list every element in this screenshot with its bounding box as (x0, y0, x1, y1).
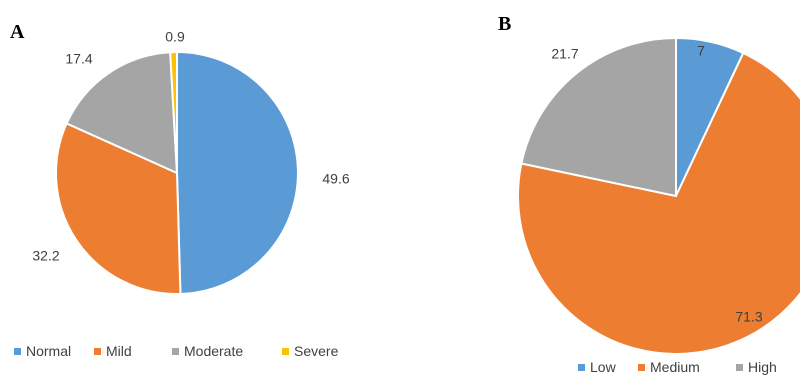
legend-swatch-a-normal (14, 348, 21, 355)
legend-label-b-high: High (748, 359, 777, 375)
panel-b-letter: B (498, 13, 511, 35)
pie-slice-b-medium (517, 51, 800, 356)
panel-b: B 7 71.3 21.7 Low Medium High (498, 13, 800, 375)
panel-a-letter: A (10, 21, 25, 43)
legend-swatch-b-low (578, 364, 585, 371)
data-label-b-low: 7 (697, 43, 705, 59)
legend-swatch-a-severe (282, 348, 289, 355)
legend-label-a-moderate: Moderate (184, 343, 243, 359)
data-label-b-high: 21.7 (551, 46, 578, 62)
data-label-b-medium: 71.3 (735, 309, 762, 325)
legend-label-a-mild: Mild (106, 343, 132, 359)
pie-slice-b-high (520, 36, 677, 198)
pie-slice-a-moderate (65, 51, 179, 175)
legend-label-b-low: Low (590, 359, 617, 375)
legend-swatch-a-moderate (172, 348, 179, 355)
legend-b: Low Medium High (578, 359, 777, 375)
data-label-a-moderate: 17.4 (65, 51, 92, 67)
pie-slice-a-severe (169, 50, 178, 174)
data-label-a-mild: 32.2 (32, 248, 59, 264)
panel-a: A 49.6 32.2 17.4 0.9 Normal Mild Moderate Seve… (10, 21, 350, 359)
legend-label-a-severe: Severe (294, 343, 339, 359)
legend-swatch-b-high (736, 364, 743, 371)
data-label-a-normal: 49.6 (322, 171, 349, 187)
legend-a: Normal Mild Moderate Severe (14, 343, 339, 359)
legend-swatch-b-medium (638, 364, 645, 371)
legend-label-b-medium: Medium (650, 359, 700, 375)
pie-slice-a-mild (55, 122, 182, 295)
legend-swatch-a-mild (94, 348, 101, 355)
data-label-a-severe: 0.9 (165, 29, 185, 45)
legend-label-a-normal: Normal (26, 343, 71, 359)
pie-slice-a-normal (176, 50, 299, 295)
